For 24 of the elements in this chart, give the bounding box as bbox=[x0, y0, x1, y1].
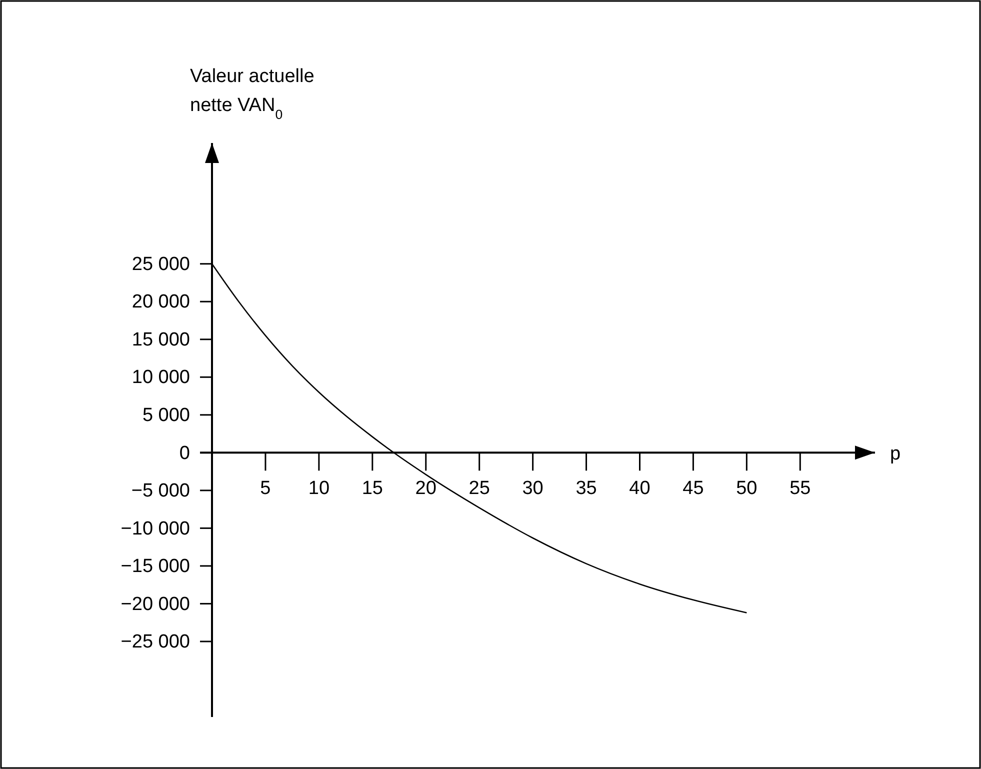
y-axis-title: Valeur actuelle nette VAN$_{0}$ bbox=[190, 66, 314, 122]
x-tick-label: 30 bbox=[522, 478, 544, 500]
y-tick-label: −20 000 bbox=[120, 594, 190, 615]
x-tick-label: 40 bbox=[629, 478, 650, 500]
y-tick-label: −5 000 bbox=[131, 480, 190, 502]
y-tick-label: 0 bbox=[179, 442, 190, 464]
x-tick-label: 15 bbox=[362, 478, 383, 500]
y-tick-label: 10 000 bbox=[132, 367, 190, 388]
x-tick-label: 45 bbox=[682, 478, 704, 500]
x-tick-label: 5 bbox=[260, 478, 271, 500]
y-tick-label: −25 000 bbox=[120, 632, 190, 653]
y-tick-label: 5 000 bbox=[142, 404, 190, 426]
x-tick-label: 35 bbox=[576, 478, 597, 500]
y-tick-label: 15 000 bbox=[132, 329, 190, 350]
x-axis-title: p bbox=[890, 443, 901, 464]
y-tick-label: −15 000 bbox=[120, 556, 190, 578]
x-tick-label: 50 bbox=[736, 478, 758, 500]
x-tick-label: 10 bbox=[308, 478, 330, 500]
x-tick-label: 20 bbox=[415, 478, 436, 500]
y-tick-label: 20 000 bbox=[132, 292, 190, 313]
x-tick-label: 55 bbox=[790, 478, 811, 500]
y-tick-label: −10 000 bbox=[120, 518, 190, 540]
y-tick-label: 25 000 bbox=[132, 254, 190, 275]
x-tick-label: 25 bbox=[468, 478, 490, 500]
